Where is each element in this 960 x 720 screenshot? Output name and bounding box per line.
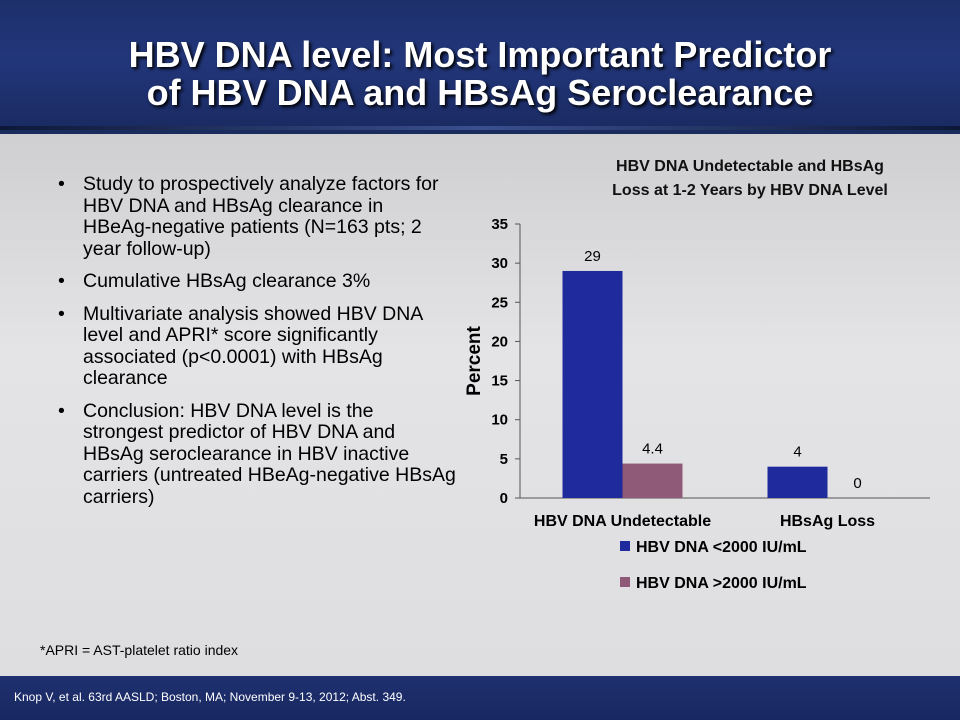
bullet-item: • Study to prospectively analyze factors … <box>56 173 456 260</box>
legend-swatch <box>620 541 630 551</box>
slide-title: HBV DNA level: Most Important Predictor … <box>0 36 960 112</box>
y-tick-label: 0 <box>500 490 508 507</box>
data-label: 0 <box>853 475 861 492</box>
bullet-text: Study to prospectively analyze factors f… <box>83 173 439 260</box>
legend-label: HBV DNA <2000 IU/mL <box>636 539 807 556</box>
x-tick-label: HBV DNA Undetectable <box>534 513 711 530</box>
bullet-list: • Study to prospectively analyze factors … <box>56 173 456 519</box>
bar <box>767 466 828 498</box>
bullet-item: • Conclusion: HBV DNA level is the strong… <box>56 399 456 509</box>
y-tick-label: 20 <box>491 333 508 350</box>
title-line-1: HBV DNA level: Most Important Predictor <box>128 34 832 75</box>
legend-swatch <box>620 577 630 587</box>
title-line-2: of HBV DNA and HBsAg Seroclearance <box>146 72 814 113</box>
y-axis-label: Percent <box>464 325 485 395</box>
slide-footer: Knop V, et al. 63rd AASLD; Boston, MA; N… <box>0 676 960 720</box>
y-tick-label: 30 <box>491 255 508 272</box>
slide-body: • Study to prospectively analyze factors … <box>0 134 960 676</box>
chart-title: HBV DNA Undetectable and HBsAg Loss at 1… <box>540 155 960 203</box>
x-tick-label: HBsAg Loss <box>780 513 875 530</box>
y-tick-label: 10 <box>491 412 508 429</box>
bullet-text: Multivariate analysis showed HBV DNA lev… <box>83 302 423 389</box>
y-tick-label: 5 <box>500 451 508 468</box>
data-label: 4 <box>793 444 801 461</box>
bar-chart: 0 5 10 15 20 25 30 35 Percent 29 4.4 HBV DNA Undete… <box>464 216 930 592</box>
bullet-text: Cumulative HBsAg clearance 3% <box>83 270 371 292</box>
chart-title-line-2: Loss at 1-2 Years by HBV DNA Level <box>612 182 888 199</box>
y-tick-label: 25 <box>491 294 508 311</box>
footnote: *APRI = AST-platelet ratio index <box>40 642 239 658</box>
chart-title-line-1: HBV DNA Undetectable and HBsAg <box>616 158 884 175</box>
data-label: 29 <box>584 248 601 265</box>
bullet-text: Conclusion: HBV DNA level is the stronge… <box>83 399 456 508</box>
data-label: 4.4 <box>642 441 663 458</box>
bullet-dot-icon: • <box>58 399 65 422</box>
slide-header: HBV DNA level: Most Important Predictor … <box>0 0 960 130</box>
bullet-item: • Cumulative HBsAg clearance 3% <box>56 270 456 293</box>
legend-label: HBV DNA >2000 IU/mL <box>636 575 807 592</box>
bullet-dot-icon: • <box>58 173 65 195</box>
bullet-item: • Multivariate analysis showed HBV DNA le… <box>56 302 456 390</box>
bar <box>562 270 623 498</box>
bullet-dot-icon: • <box>58 270 65 292</box>
bullet-dot-icon: • <box>58 302 65 325</box>
y-tick-label: 15 <box>491 373 508 390</box>
y-tick-label: 35 <box>491 216 508 233</box>
bar <box>622 463 683 498</box>
citation: Knop V, et al. 63rd AASLD; Boston, MA; N… <box>14 690 406 704</box>
